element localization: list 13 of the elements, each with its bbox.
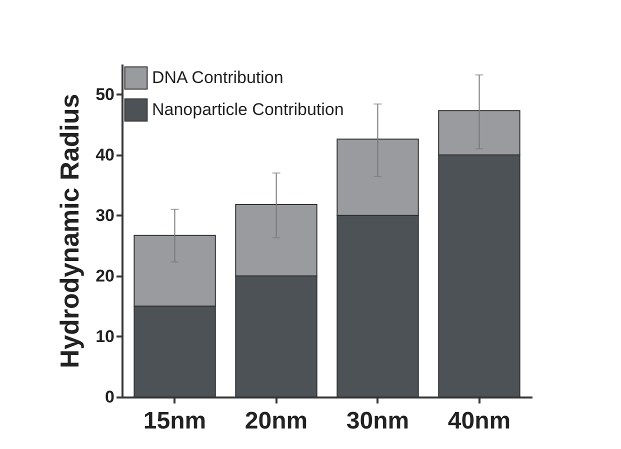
y-axis-title: Hydrodynamic Radius [54, 94, 85, 368]
y-tick-label: 30 [96, 206, 114, 225]
x-tick-label: 40nm [448, 408, 511, 434]
y-tick-label: 10 [96, 326, 114, 346]
y-tick-label: 40 [96, 145, 114, 164]
y-tick-label: 20 [96, 266, 114, 286]
x-tick-label: 30nm [346, 408, 410, 434]
x-tick-label: 15nm [143, 408, 206, 434]
legend-label: DNA Contribution [152, 68, 284, 87]
x-tick-label: 20nm [244, 408, 308, 434]
legend-label: Nanoparticle Contribution [152, 100, 344, 119]
y-tick-label: 50 [96, 84, 114, 104]
y-tick-label: 0 [105, 388, 114, 406]
